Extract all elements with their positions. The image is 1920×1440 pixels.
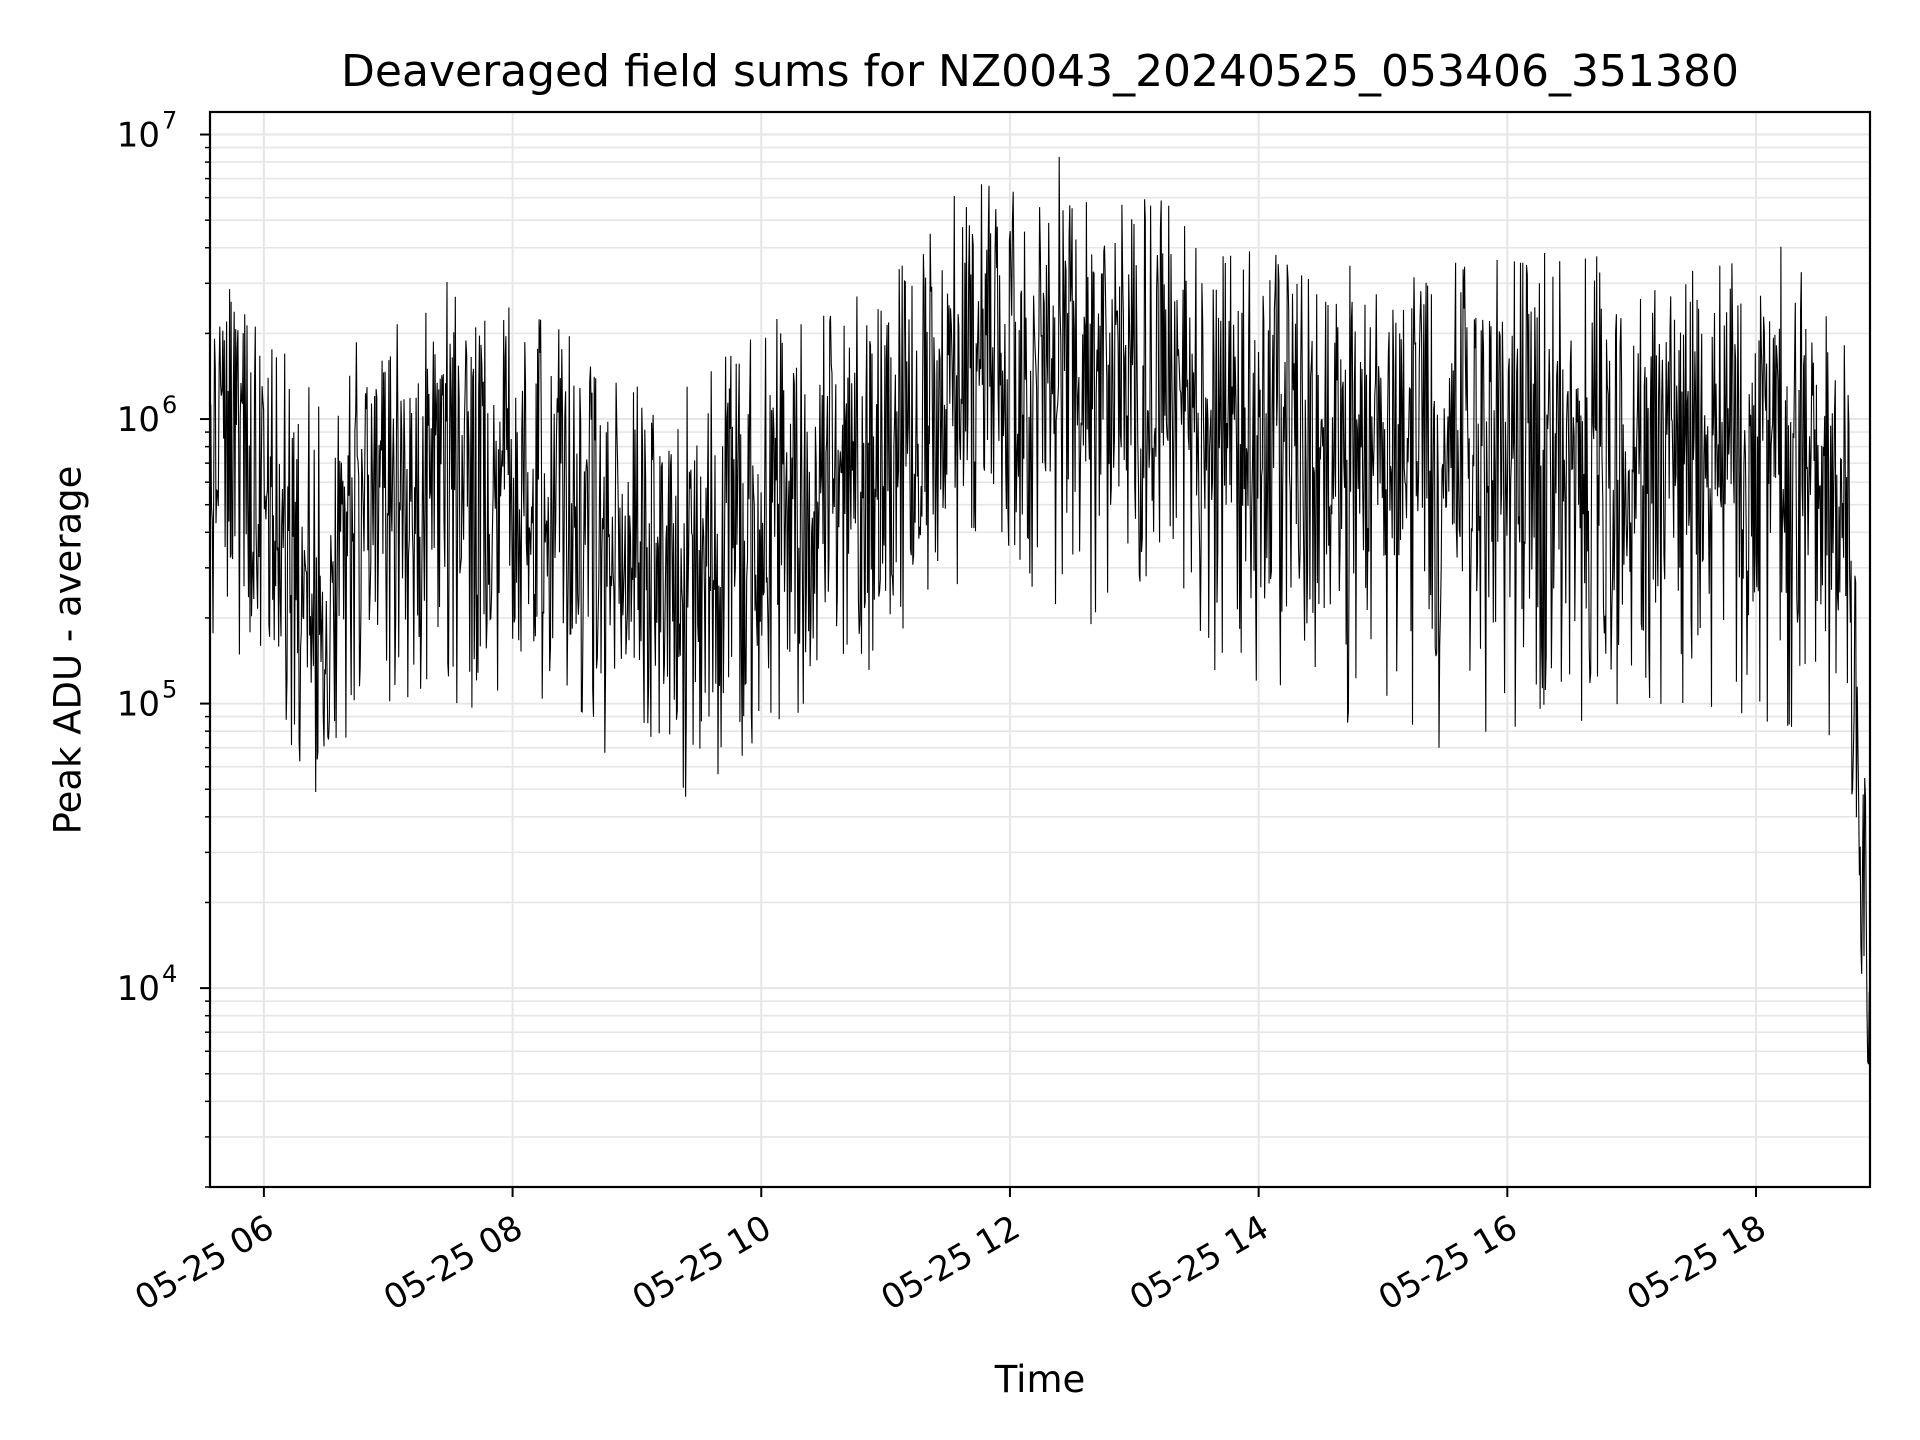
y-axis-label: Peak ADU - average [46,465,90,835]
x-tick-label: 05-25 16 [1372,1208,1524,1319]
y-tick-label: 10 [117,400,160,440]
grid-layer [210,112,1870,1188]
plot-frame [208,110,1872,1189]
x-tick-label: 05-25 12 [874,1208,1026,1319]
y-tick-label: 10 [117,685,160,725]
y-tick-exponent: 6 [162,391,177,419]
x-axis: 05-25 06 05-25 08 05-25 10 05-25 12 05-25 14… [128,1187,1773,1319]
y-tick-label: 10 [117,116,160,156]
y-tick-exponent: 4 [162,960,177,988]
x-tick-label: 05-25 08 [377,1208,529,1319]
x-tick-label: 05-25 06 [128,1208,280,1319]
chart-title: Deaveraged field sums for NZ0043_2024052… [341,46,1739,97]
x-axis-label: Time [994,1358,1086,1401]
series-layer [209,156,1871,1065]
x-tick-label: 05-25 18 [1621,1208,1773,1319]
y-tick-exponent: 5 [162,676,177,704]
x-tick-label: 05-25 14 [1123,1208,1275,1319]
y-tick-label: 10 [117,969,160,1009]
series-line [209,156,1871,1065]
x-tick-label: 05-25 10 [626,1208,778,1319]
y-tick-exponent: 7 [162,107,177,135]
